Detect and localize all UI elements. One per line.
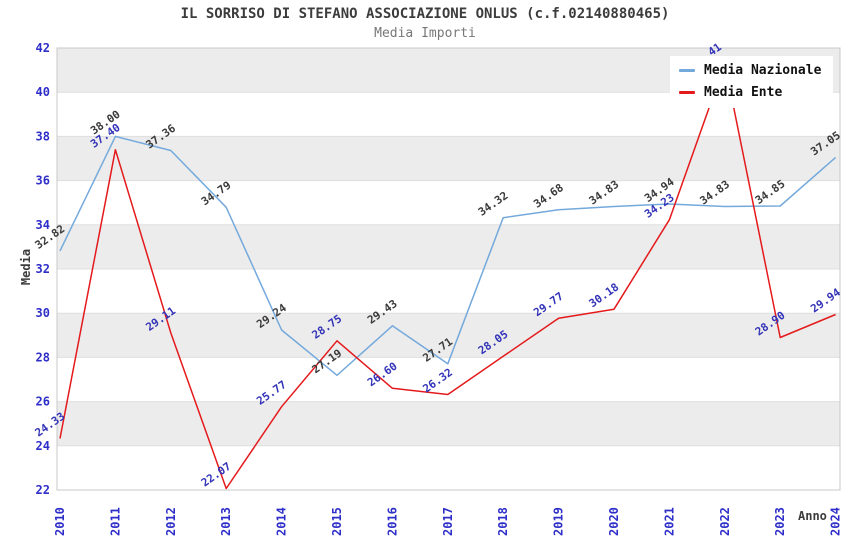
x-tick-label: 2015 (330, 507, 344, 536)
y-tick-label: 38 (36, 129, 50, 143)
point-label: 26.60 (365, 360, 400, 390)
y-tick-label: 30 (36, 306, 50, 320)
y-tick-label: 42 (36, 41, 50, 55)
point-label: 34.68 (531, 181, 566, 211)
y-tick-label: 32 (36, 262, 50, 276)
legend-label: Media Nazionale (704, 63, 822, 78)
point-label: 34.83 (587, 178, 622, 208)
legend-label: Media Ente (704, 85, 783, 100)
series-line-media-nazionale (59, 135, 837, 377)
grid-band (57, 313, 840, 358)
chart-subtitle: Media Importi (374, 26, 476, 41)
x-tick-label: 2023 (773, 507, 787, 536)
y-tick-label: 26 (36, 395, 50, 409)
grid-band (57, 401, 840, 446)
legend-item-media-nazionale: Media Nazionale (679, 63, 821, 78)
chart-title: IL SORRISO DI STEFANO ASSOCIAZIONE ONLUS… (180, 6, 670, 22)
media-nazionale-line-icon (679, 69, 695, 72)
x-tick-label: 2019 (552, 507, 566, 536)
x-tick-label: 2016 (385, 507, 399, 536)
x-tick-label: 2014 (275, 507, 289, 536)
y-tick-label: 22 (36, 483, 50, 497)
x-tick-label: 2018 (496, 507, 510, 536)
series-line-media-ente (59, 62, 836, 490)
x-tick-label: 2012 (164, 507, 178, 536)
y-tick-label: 36 (36, 174, 50, 188)
y-tick-label: 34 (36, 218, 50, 232)
point-label: 34.83 (697, 178, 732, 208)
grid-band (57, 136, 840, 181)
y-tick-label: 40 (36, 85, 50, 99)
y-tick-label: 24 (36, 439, 50, 453)
y-tick-label: 28 (36, 350, 50, 364)
point-label: 34.85 (753, 177, 788, 207)
y-axis-title: Media (19, 248, 33, 286)
x-tick-label: 2022 (718, 507, 732, 536)
x-tick-label: 2011 (108, 507, 122, 536)
point-label: 34.79 (199, 179, 234, 209)
x-tick-label: 2013 (219, 507, 233, 536)
point-label: 34.32 (476, 189, 511, 219)
grid-band (57, 224, 840, 269)
x-tick-label: 2020 (607, 507, 621, 536)
point-label: 26.32 (420, 366, 455, 396)
legend-item-media-ente: Media Ente (679, 85, 821, 100)
plot-border (56, 47, 841, 491)
x-tick-label: 2024 (829, 507, 843, 536)
x-tick-label: 2017 (441, 507, 455, 536)
x-tick-label: 2010 (53, 507, 67, 536)
point-label: 29.94 (808, 286, 843, 316)
legend: Media Nazionale Media Ente (670, 56, 834, 108)
media-ente-line-icon (679, 91, 695, 94)
x-axis-title: Anno (798, 509, 827, 523)
x-tick-label: 2021 (662, 507, 676, 536)
